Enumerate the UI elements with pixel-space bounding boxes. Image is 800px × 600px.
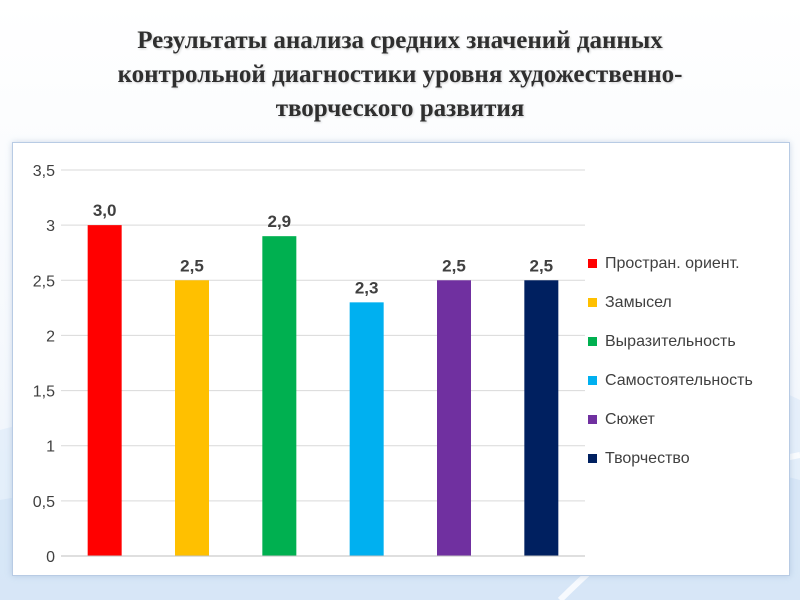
data-label: 2,9 [268, 212, 292, 231]
bar-chart: 0 0,5 1 1,5 2 2,5 3 3,5 3,0 2,5 2,9 2,3 2,5 2,5 [33, 163, 585, 566]
legend-swatch [588, 415, 597, 424]
bar [349, 302, 384, 556]
legend-swatch [588, 337, 597, 346]
chart-legend: Простран. ориент. Замысел Выразительность С… [588, 252, 788, 486]
bar [524, 280, 559, 556]
legend-item: Простран. ориент. [588, 252, 788, 275]
y-tick-label: 2,5 [33, 273, 55, 290]
page-title: Результаты анализа средних значений данн… [117, 27, 683, 122]
y-tick-label: 3,5 [33, 163, 55, 180]
y-tick-label: 1,5 [33, 384, 55, 401]
bar [437, 280, 471, 556]
legend-item: Творчество [588, 447, 788, 470]
legend-swatch [588, 376, 597, 385]
y-tick-label: 0,5 [33, 494, 55, 511]
chart-area: 0 0,5 1 1,5 2 2,5 3 3,5 3,0 2,5 2,9 2,3 2,5 2,5 [12, 142, 790, 576]
legend-label: Творчество [605, 449, 690, 467]
data-label: 2,5 [180, 256, 204, 275]
y-tick-label: 1 [46, 439, 55, 456]
legend-label: Сюжет [605, 410, 655, 428]
bar [87, 225, 122, 556]
data-label: 2,5 [442, 256, 466, 275]
legend-label: Самостоятельность [605, 371, 753, 389]
y-tick-label: 0 [46, 549, 55, 566]
legend-swatch [588, 298, 597, 307]
bar [175, 280, 209, 556]
data-label: 2,3 [355, 278, 379, 297]
legend-item: Замысел [588, 291, 788, 314]
legend-item: Выразительность [588, 330, 788, 353]
legend-swatch [588, 454, 597, 463]
data-label: 2,5 [530, 256, 554, 275]
legend-item: Сюжет [588, 408, 788, 431]
legend-label: Простран. ориент. [605, 254, 740, 272]
legend-swatch [588, 259, 597, 268]
legend-label: Замысел [605, 293, 672, 311]
legend-item: Самостоятельность [588, 369, 788, 392]
y-tick-label: 3 [46, 218, 55, 235]
y-tick-label: 2 [46, 328, 55, 345]
legend-label: Выразительность [605, 332, 736, 350]
bar [262, 236, 297, 556]
data-label: 3,0 [93, 201, 117, 220]
